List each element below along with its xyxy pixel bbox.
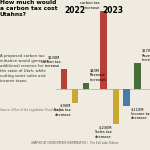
Text: How much would
a carbon tax cost
Utahns?: How much would a carbon tax cost Utahns? bbox=[0, 0, 57, 17]
Bar bbox=[123, 89, 130, 106]
Text: 2022: 2022 bbox=[64, 6, 85, 15]
Text: A proposed carbon tax
initiative would generate
additional revenue for
the state: A proposed carbon tax initiative would g… bbox=[0, 54, 49, 82]
Text: 2023: 2023 bbox=[102, 6, 123, 15]
Text: $40M
Revenue
increases: $40M Revenue increases bbox=[90, 69, 107, 82]
Bar bbox=[61, 69, 68, 89]
Text: $510M
carbon tax
increase: $510M carbon tax increase bbox=[80, 0, 99, 10]
Bar bbox=[72, 89, 78, 103]
Text: Source: Office of the Legislative Fiscal Analyst: Source: Office of the Legislative Fiscal… bbox=[0, 108, 63, 112]
Text: -$90M
Sales tax
decrease: -$90M Sales tax decrease bbox=[54, 103, 71, 117]
Text: GRAPHIC BY CHRISTOPHER CHERRINGTON  |  The Salt Lake Tribune: GRAPHIC BY CHRISTOPHER CHERRINGTON | The… bbox=[31, 141, 119, 144]
Text: $170M
Revenue
increase: $170M Revenue increase bbox=[142, 49, 150, 62]
Bar bbox=[134, 63, 141, 89]
Text: -$230M
Sales tax
decrease: -$230M Sales tax decrease bbox=[95, 126, 112, 139]
Bar bbox=[112, 89, 119, 124]
Bar bbox=[100, 11, 107, 89]
Text: -$110M
Income tax
decrease: -$110M Income tax decrease bbox=[131, 107, 150, 120]
Bar bbox=[83, 83, 89, 89]
Text: $130M
carbon tax
increase: $130M carbon tax increase bbox=[41, 55, 60, 68]
